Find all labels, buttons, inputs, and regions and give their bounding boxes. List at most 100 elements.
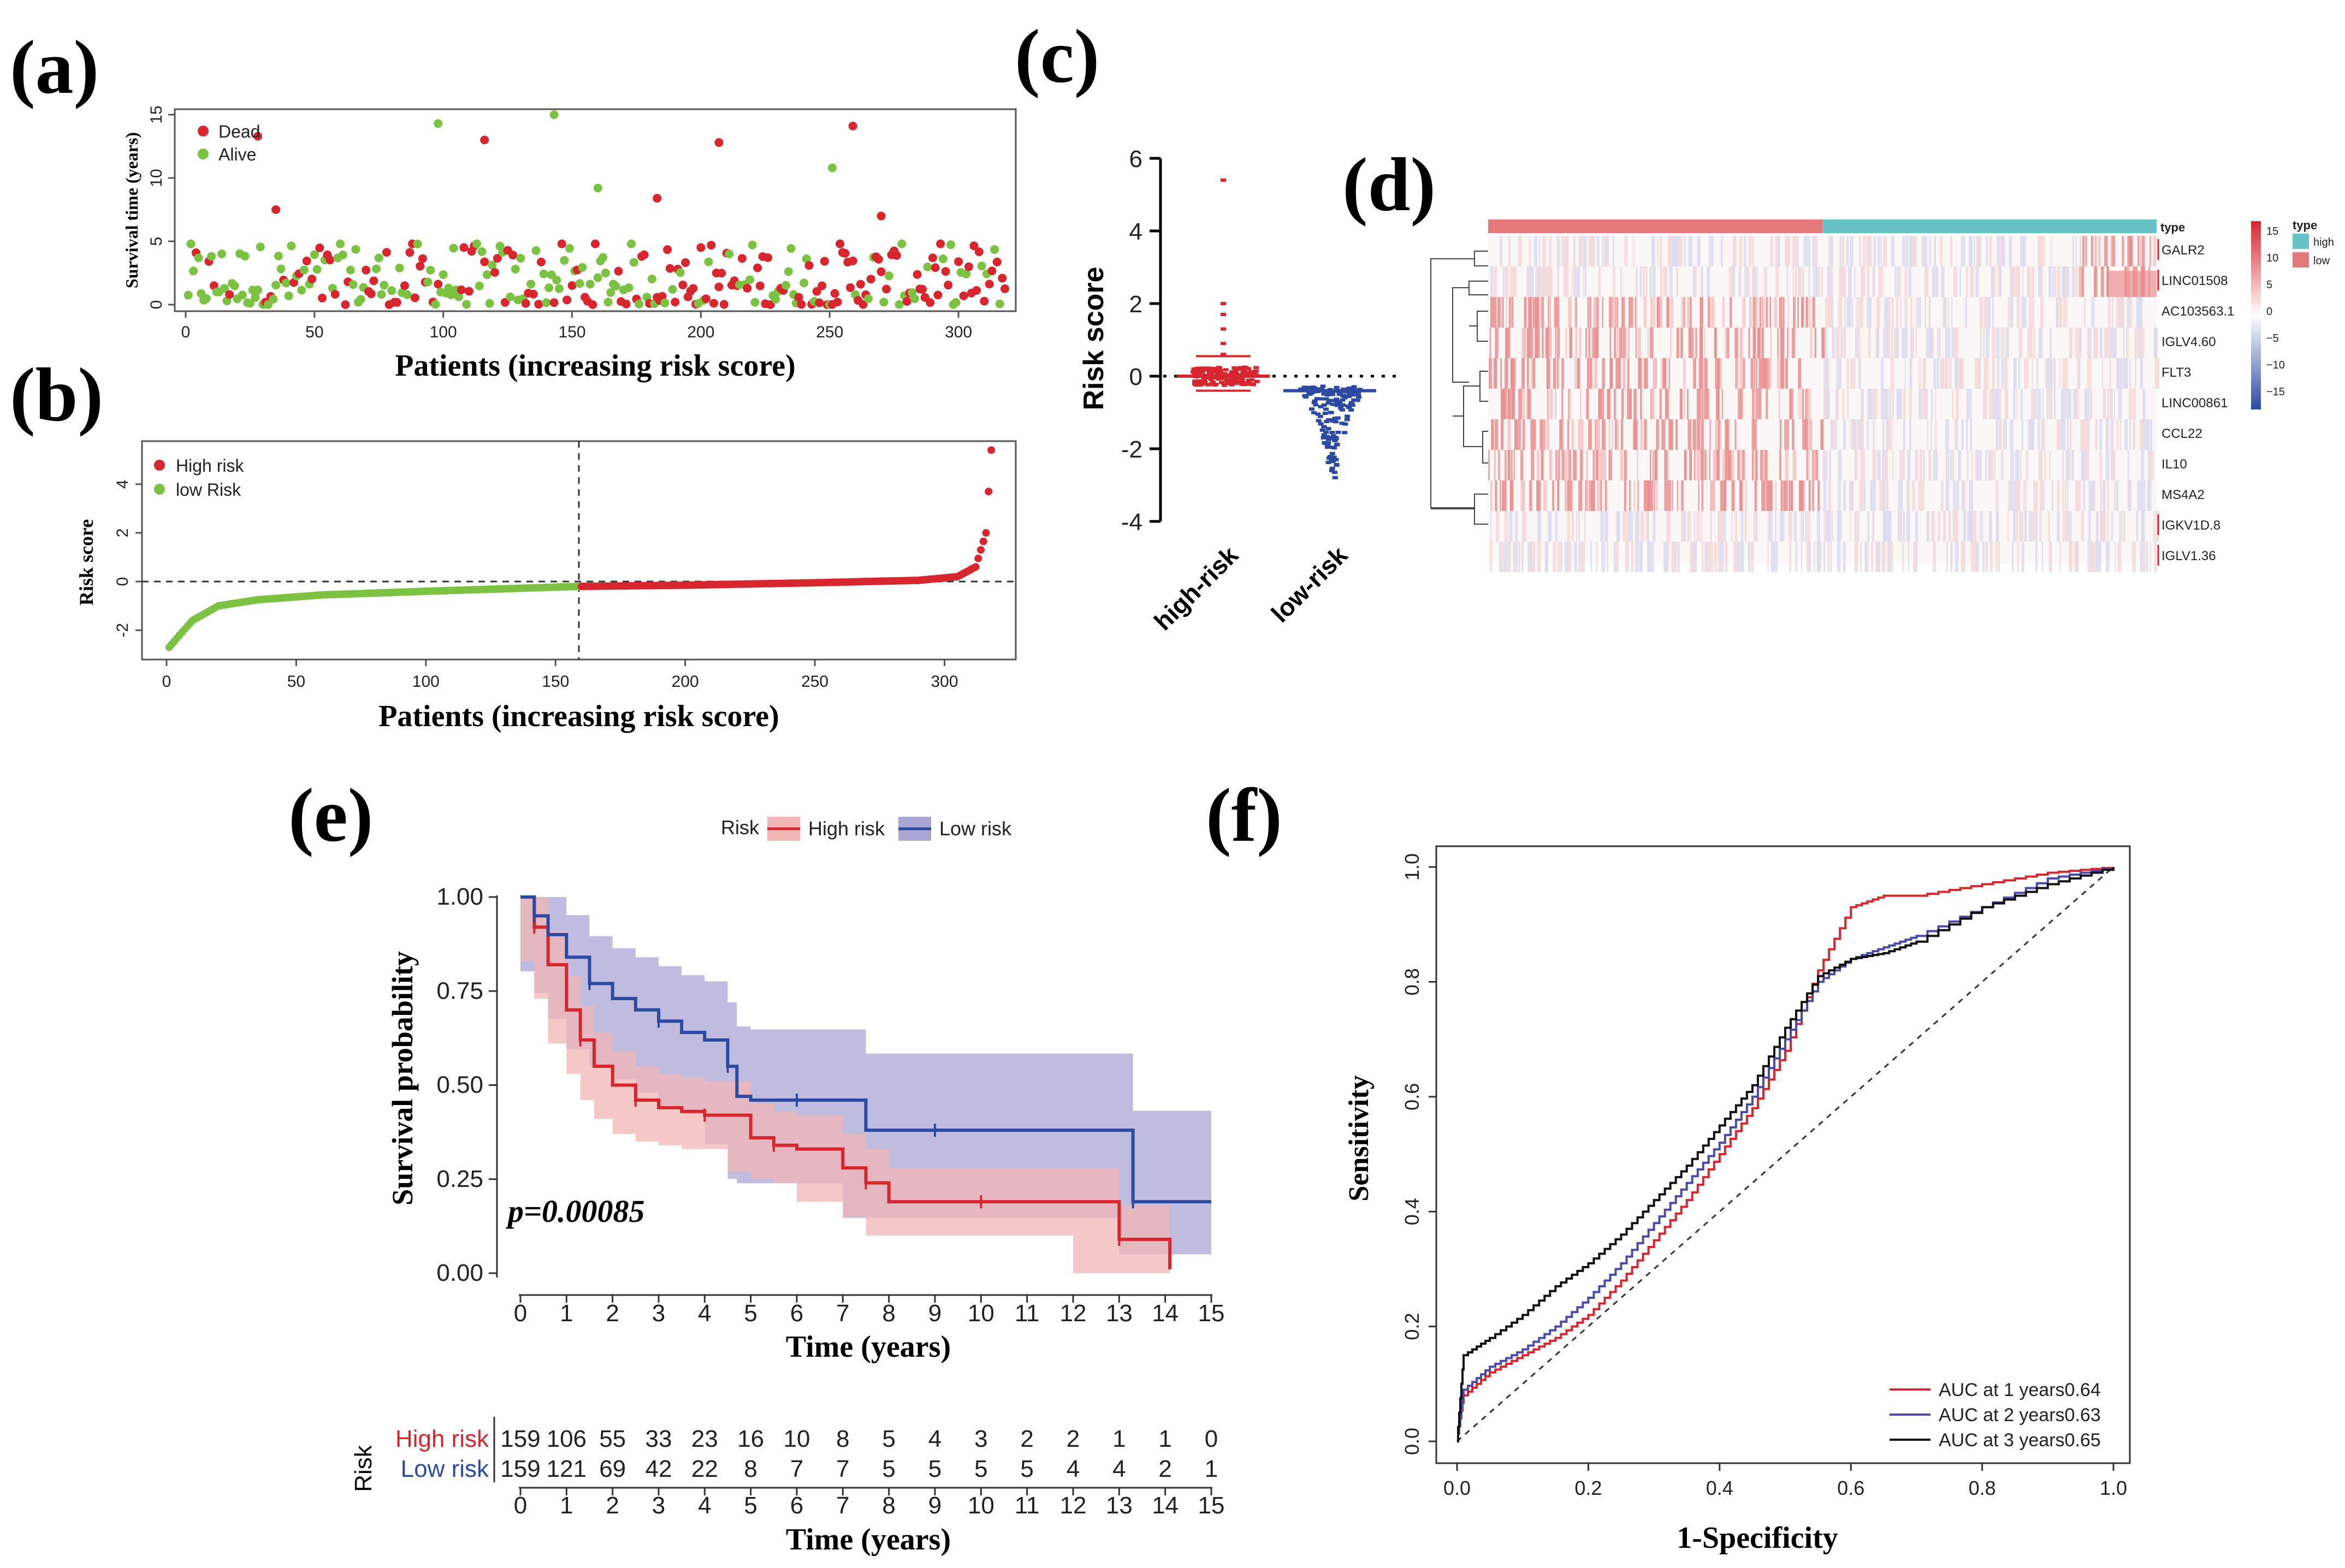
heatmap-cell bbox=[1519, 542, 1520, 572]
heatmap-cell bbox=[1680, 328, 1684, 358]
heatmap-cell bbox=[1936, 450, 1938, 480]
heatmap-cell bbox=[1590, 358, 1592, 389]
heatmap-cell bbox=[1985, 236, 1988, 266]
survival-point bbox=[707, 241, 716, 250]
heatmap-cell bbox=[1642, 266, 1645, 297]
heatmap-cell bbox=[1659, 236, 1662, 266]
heatmap-cell bbox=[1926, 328, 1929, 358]
heatmap-cell bbox=[1882, 236, 1887, 266]
survival-point bbox=[848, 256, 857, 265]
high-risk-point bbox=[1202, 380, 1208, 384]
heatmap-cell bbox=[2106, 266, 2108, 297]
heatmap-cell bbox=[2085, 419, 2088, 450]
low-risk-point bbox=[1329, 468, 1335, 472]
panel-e-pvalue: p=0.00085 bbox=[505, 1193, 645, 1229]
heatmap-cell bbox=[1827, 542, 1829, 572]
heatmap-cell bbox=[1541, 297, 1544, 328]
heatmap-cell bbox=[2013, 511, 2015, 542]
heatmap-cell bbox=[1873, 480, 1876, 511]
low-risk-point bbox=[1330, 434, 1336, 438]
heatmap-cell bbox=[1965, 419, 1968, 450]
high-risk-point bbox=[1241, 370, 1247, 373]
heatmap-cell bbox=[1748, 236, 1750, 266]
heatmap-cell bbox=[2123, 358, 2127, 389]
low-risk-point bbox=[1330, 402, 1336, 406]
low-risk-point bbox=[1322, 441, 1328, 445]
survival-point bbox=[271, 205, 281, 214]
high-risk-point bbox=[1246, 379, 1252, 383]
heatmap-cell bbox=[1619, 358, 1621, 389]
heatmap-cell bbox=[1505, 266, 1509, 297]
heatmap-cell bbox=[1768, 480, 1772, 511]
survival-point bbox=[251, 293, 260, 302]
heatmap-cell bbox=[1502, 297, 1504, 328]
heatmap-cell bbox=[2154, 328, 2157, 358]
heatmap-cell bbox=[1649, 450, 1651, 480]
heatmap-cell bbox=[1514, 419, 1518, 450]
heatmap-cell bbox=[1997, 511, 1999, 542]
gene-label: CCL22 bbox=[2162, 426, 2202, 441]
heatmap-cell bbox=[1522, 419, 1525, 450]
panel-e-xlabel: Time (years) bbox=[786, 1330, 951, 1364]
heatmap-cell bbox=[1701, 511, 1703, 542]
heatmap-cell bbox=[1722, 450, 1726, 480]
heatmap-cell bbox=[1629, 511, 1633, 542]
heatmap-cell bbox=[1890, 358, 1894, 389]
panel-e-yticks: 0.000.250.500.751.00 bbox=[436, 883, 497, 1286]
heatmap-cell bbox=[1992, 328, 1995, 358]
heatmap-cell bbox=[1721, 236, 1723, 266]
survival-point bbox=[472, 239, 482, 248]
survival-point bbox=[516, 254, 525, 263]
heatmap-cell bbox=[1511, 297, 1514, 328]
heatmap-cell bbox=[1672, 480, 1673, 511]
heatmap-cell bbox=[1822, 328, 1825, 358]
heatmap-cell bbox=[1784, 236, 1788, 266]
heatmap-cell bbox=[1709, 450, 1710, 480]
heatmap-cell bbox=[1793, 511, 1797, 542]
heatmap-cell bbox=[1938, 328, 1941, 358]
heatmap-cell bbox=[1773, 542, 1775, 572]
survival-point bbox=[910, 294, 919, 304]
panel-d-heatmap-cells bbox=[1488, 236, 2160, 572]
colorbar-tick-label: −10 bbox=[2266, 359, 2285, 371]
heatmap-cell bbox=[1807, 236, 1810, 266]
survival-point bbox=[194, 253, 203, 263]
heatmap-cell bbox=[1545, 542, 1549, 572]
heatmap-cell bbox=[1671, 297, 1673, 328]
heatmap-cell bbox=[1850, 236, 1854, 266]
heatmap-cell bbox=[1509, 266, 1514, 297]
heatmap-cell bbox=[2018, 358, 2021, 389]
heatmap-cell bbox=[1864, 542, 1868, 572]
heatmap-cell bbox=[2034, 328, 2035, 358]
x-tick-label: 150 bbox=[559, 323, 586, 341]
heatmap-cell bbox=[1633, 480, 1636, 511]
heatmap-cell bbox=[1821, 266, 1823, 297]
survival-point bbox=[882, 284, 891, 294]
high-risk-point bbox=[1194, 369, 1200, 373]
heatmap-cell bbox=[1514, 542, 1518, 572]
heatmap-cell bbox=[2082, 419, 2085, 450]
survival-point bbox=[217, 250, 227, 259]
heatmap-cell bbox=[1768, 358, 1772, 389]
heatmap-cell bbox=[1543, 419, 1545, 450]
heatmap-cell bbox=[1826, 358, 1829, 389]
heatmap-cell bbox=[1909, 358, 1911, 389]
heatmap-cell bbox=[1958, 450, 1962, 480]
low-risk-point bbox=[1306, 385, 1312, 389]
heatmap-cell bbox=[1751, 450, 1754, 480]
heatmap-cell bbox=[1941, 266, 1945, 297]
heatmap-cell bbox=[1775, 236, 1778, 266]
heatmap-cell bbox=[1802, 389, 1804, 419]
heatmap-cell bbox=[1627, 328, 1630, 358]
heatmap-cell bbox=[2100, 266, 2103, 297]
panel-a-legend-alive: Alive bbox=[218, 145, 256, 164]
y-tick-label: 1.00 bbox=[436, 883, 483, 910]
survival-point bbox=[395, 263, 404, 272]
heatmap-cell bbox=[1588, 236, 1592, 266]
heatmap-cell bbox=[1759, 297, 1761, 328]
heatmap-cell bbox=[1699, 297, 1703, 328]
heatmap-cell bbox=[1808, 542, 1811, 572]
survival-point bbox=[992, 257, 1002, 266]
heatmap-cell bbox=[1855, 419, 1857, 450]
